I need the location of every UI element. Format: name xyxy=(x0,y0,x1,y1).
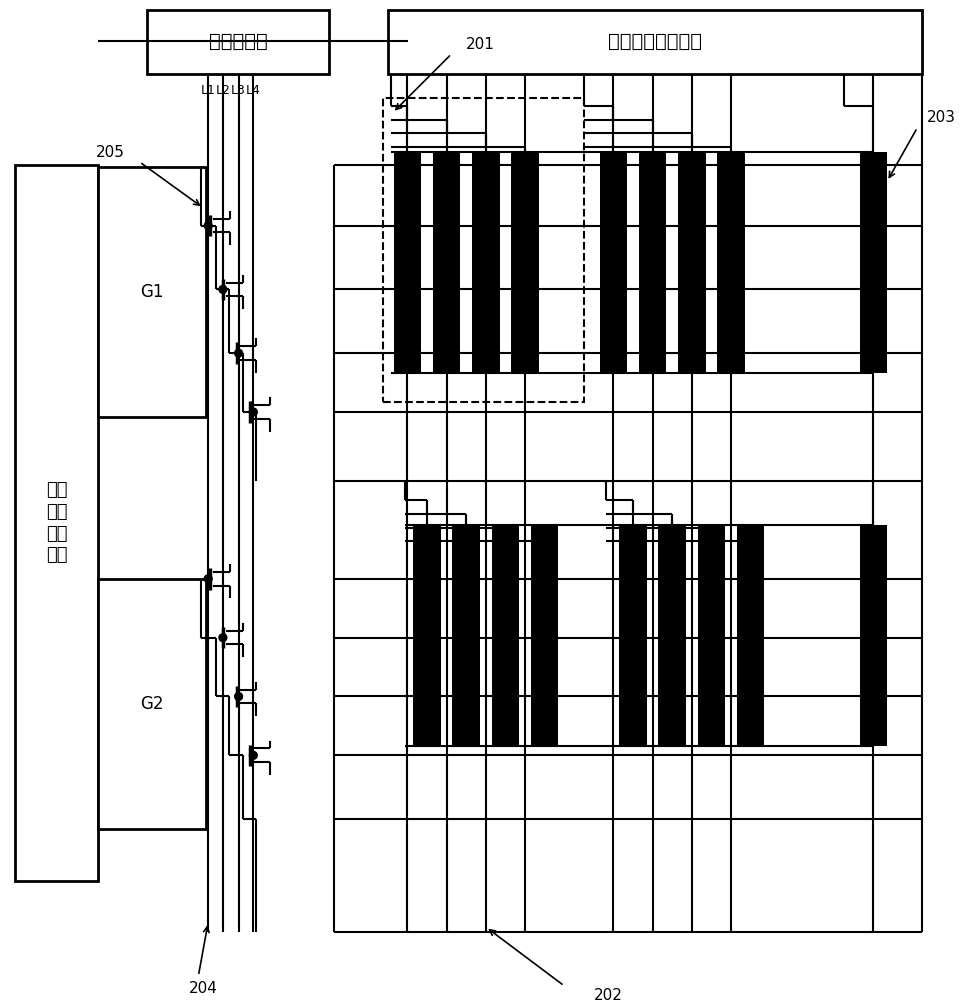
Circle shape xyxy=(219,285,227,293)
Circle shape xyxy=(234,693,243,700)
Bar xyxy=(383,98,584,402)
Bar xyxy=(452,525,480,746)
Bar xyxy=(619,525,647,746)
Circle shape xyxy=(204,222,212,230)
Bar xyxy=(98,167,206,417)
Bar xyxy=(531,525,558,746)
Bar xyxy=(414,525,441,746)
Bar xyxy=(678,152,706,373)
Text: 电路: 电路 xyxy=(46,546,67,564)
Bar xyxy=(600,152,627,373)
Text: L4: L4 xyxy=(246,84,260,97)
Text: 驱动: 驱动 xyxy=(46,503,67,521)
Bar xyxy=(736,525,764,746)
Circle shape xyxy=(234,349,243,357)
Circle shape xyxy=(204,575,212,583)
Bar xyxy=(472,152,499,373)
Text: 数据驱动集成电路: 数据驱动集成电路 xyxy=(608,32,702,51)
Bar xyxy=(658,525,686,746)
Bar xyxy=(639,152,666,373)
Circle shape xyxy=(219,634,227,642)
Bar xyxy=(147,10,329,74)
Text: L3: L3 xyxy=(231,84,246,97)
Text: G2: G2 xyxy=(141,695,164,713)
Bar xyxy=(860,525,887,746)
Circle shape xyxy=(250,751,257,759)
Bar xyxy=(393,152,421,373)
Bar xyxy=(433,152,460,373)
Bar xyxy=(492,525,520,746)
Text: 205: 205 xyxy=(96,145,124,160)
Text: 203: 203 xyxy=(927,110,956,125)
Text: 201: 201 xyxy=(467,37,495,52)
Bar xyxy=(717,152,745,373)
Bar xyxy=(860,152,887,373)
Bar xyxy=(14,165,98,881)
Circle shape xyxy=(250,408,257,416)
Text: 扫描: 扫描 xyxy=(46,481,67,499)
Text: 时序控制器: 时序控制器 xyxy=(209,32,267,51)
Bar xyxy=(388,10,923,74)
Bar xyxy=(698,525,725,746)
Bar xyxy=(98,579,206,829)
Bar xyxy=(511,152,539,373)
Text: 集成: 集成 xyxy=(46,525,67,543)
Text: L1: L1 xyxy=(201,84,216,97)
Text: L2: L2 xyxy=(216,84,230,97)
Text: G1: G1 xyxy=(141,283,164,301)
Text: 204: 204 xyxy=(189,981,218,996)
Text: 202: 202 xyxy=(594,988,623,1000)
